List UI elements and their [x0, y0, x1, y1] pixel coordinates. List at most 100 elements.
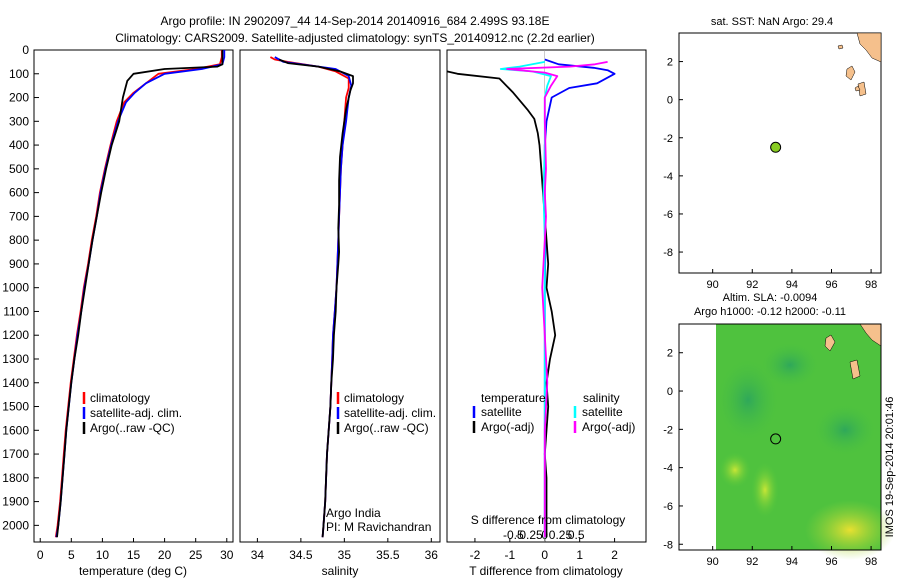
- s-top-tick-label: 0.5: [568, 528, 585, 542]
- series-layer: [54, 50, 616, 538]
- salinity-xlabel: salinity: [322, 564, 359, 578]
- s-top-tick-label: -0.5: [503, 528, 524, 542]
- series-line-satellite-adj-clim-: [55, 50, 226, 538]
- map-lon-tick-label: 94: [786, 556, 798, 568]
- sumatra-coast: [856, 32, 882, 63]
- series-line-climatology: [54, 50, 223, 538]
- legend-label-satellite: satellite-adj. clim.: [90, 406, 182, 420]
- x-tick-label: 10: [96, 548, 110, 562]
- depth-tick-label: 1900: [2, 495, 29, 509]
- depth-tick-label: 1000: [2, 281, 29, 295]
- map-lat-tick-label: -2: [663, 133, 673, 145]
- legend-label-s-argo: Argo(-adj): [582, 420, 635, 434]
- x-tick-label: 34: [251, 548, 265, 562]
- depth-tick-label: 500: [9, 162, 29, 176]
- argo-location-marker-sla[interactable]: [770, 433, 782, 445]
- depth-tick-label: 900: [9, 257, 29, 271]
- depth-tick-label: 200: [9, 91, 29, 105]
- depth-tick-label: 1700: [2, 447, 29, 461]
- map-top-axes: 90 92 94 96 98 2 0 -2 -4 -6 -8: [663, 57, 877, 291]
- map-top-title: sat. SST: NaN Argo: 29.4: [711, 16, 833, 28]
- axes-layer: 0100200300400500600700800900100011001200…: [2, 43, 618, 562]
- title-line1: Argo profile: IN 2902097_44 14-Sep-2014 …: [161, 14, 550, 28]
- map-lat-tick-label: 2: [667, 57, 673, 69]
- depth-tick-label: 300: [9, 114, 29, 128]
- depth-tick-label: 1100: [3, 304, 29, 318]
- imos-watermark: IMOS 19-Sep-2014 20:01:46: [884, 397, 896, 538]
- map-bottom-border: [678, 323, 882, 551]
- series-line-satellite-adj-clim-: [274, 56, 353, 538]
- x-tick-label: 15: [127, 548, 141, 562]
- map-lat-tick-label: 0: [667, 386, 673, 398]
- depth-tick-label: 400: [9, 138, 29, 152]
- map-lat-tick-label: -2: [663, 424, 673, 436]
- depth-tick-label: 1300: [2, 352, 29, 366]
- depth-tick-label: 1800: [2, 471, 29, 485]
- x-tick-label: 1: [576, 548, 583, 562]
- s-top-tick-label: 0.25: [549, 528, 573, 542]
- temperature-legend: climatology satellite-adj. clim. Argo(..…: [82, 391, 182, 435]
- depth-tick-label: 600: [9, 186, 29, 200]
- depth-tick-label: 2000: [2, 518, 29, 532]
- map-lat-tick-label: 2: [667, 348, 673, 360]
- map-lon-tick-label: 90: [707, 556, 719, 568]
- map-lon-tick-label: 94: [786, 279, 798, 291]
- x-tick-label: 20: [158, 548, 172, 562]
- map-bottom-land: [824, 323, 882, 380]
- x-tick-label: -2: [470, 548, 481, 562]
- map-lon-tick-label: 92: [746, 279, 758, 291]
- x-tick-label: 35.5: [376, 548, 400, 562]
- legend-label-t-satellite: satellite: [481, 405, 522, 419]
- x-tick-label: -1: [505, 548, 516, 562]
- series-line-t-satellite: [543, 58, 616, 538]
- difference-panel-frame: [446, 49, 647, 543]
- depth-tick-label: 1400: [2, 376, 29, 390]
- map-lon-tick-label: 96: [825, 556, 837, 568]
- map-lon-tick-label: 98: [865, 279, 877, 291]
- x-tick-label: 0: [541, 548, 548, 562]
- x-tick-label: 5: [68, 548, 75, 562]
- x-tick-label: 2: [611, 548, 618, 562]
- depth-tick-label: 1600: [2, 423, 29, 437]
- sla-field: [716, 324, 895, 560]
- series-line-argo-raw-qc-: [278, 58, 354, 538]
- depth-tick-label: 1200: [2, 328, 29, 342]
- legend-label-argo: Argo(..raw -QC): [344, 421, 429, 435]
- sla-high-1: [751, 462, 779, 518]
- argo-note-line2: PI: M Ravichandran: [326, 520, 431, 534]
- temperature-xlabel: temperature (deg C): [79, 564, 187, 578]
- map-top-land: [837, 32, 882, 97]
- x-tick-label: 30: [220, 548, 234, 562]
- salinity-panel-frame: [239, 49, 441, 543]
- depth-tick-label: 1500: [2, 400, 29, 414]
- depth-tick-label: 0: [22, 43, 29, 57]
- legend-label-argo: Argo(..raw -QC): [90, 421, 175, 435]
- x-tick-label: 0: [37, 548, 44, 562]
- map-bottom-title1: Altim. SLA: -0.0094: [723, 292, 818, 304]
- sla-high-3: [805, 500, 895, 560]
- map-lat-tick-label: -4: [663, 171, 673, 183]
- legend-label-t-argo: Argo(-adj): [481, 420, 534, 434]
- x-tick-label: 35: [338, 548, 352, 562]
- island-large: [845, 65, 856, 81]
- islet-1: [837, 44, 844, 50]
- map-lat-tick-label: -4: [663, 463, 673, 475]
- argo-location-marker[interactable]: [770, 141, 782, 153]
- x-tick-label: 25: [189, 548, 203, 562]
- x-tick-label: 34.5: [289, 548, 313, 562]
- sla-low-2: [762, 343, 818, 387]
- island-small: [857, 81, 867, 97]
- map-lon-tick-label: 90: [707, 279, 719, 291]
- legend-label-climatology: climatology: [90, 391, 150, 405]
- legend-head-temperature: temperature: [481, 391, 546, 405]
- salinity-legend: climatology satellite-adj. clim. Argo(..…: [336, 391, 436, 435]
- map-lat-tick-label: 0: [667, 95, 673, 107]
- map-bottom-axes: 90 92 94 96 98 2 0 -2 -4 -6 -8: [663, 348, 877, 568]
- x-tick-label: 36: [425, 548, 439, 562]
- map-lat-tick-label: -8: [663, 539, 673, 551]
- map-lon-tick-label: 92: [746, 556, 758, 568]
- difference-xlabel: T difference from climatology: [469, 564, 623, 578]
- map-lon-tick-label: 98: [865, 556, 877, 568]
- map-top-frame: [678, 32, 882, 274]
